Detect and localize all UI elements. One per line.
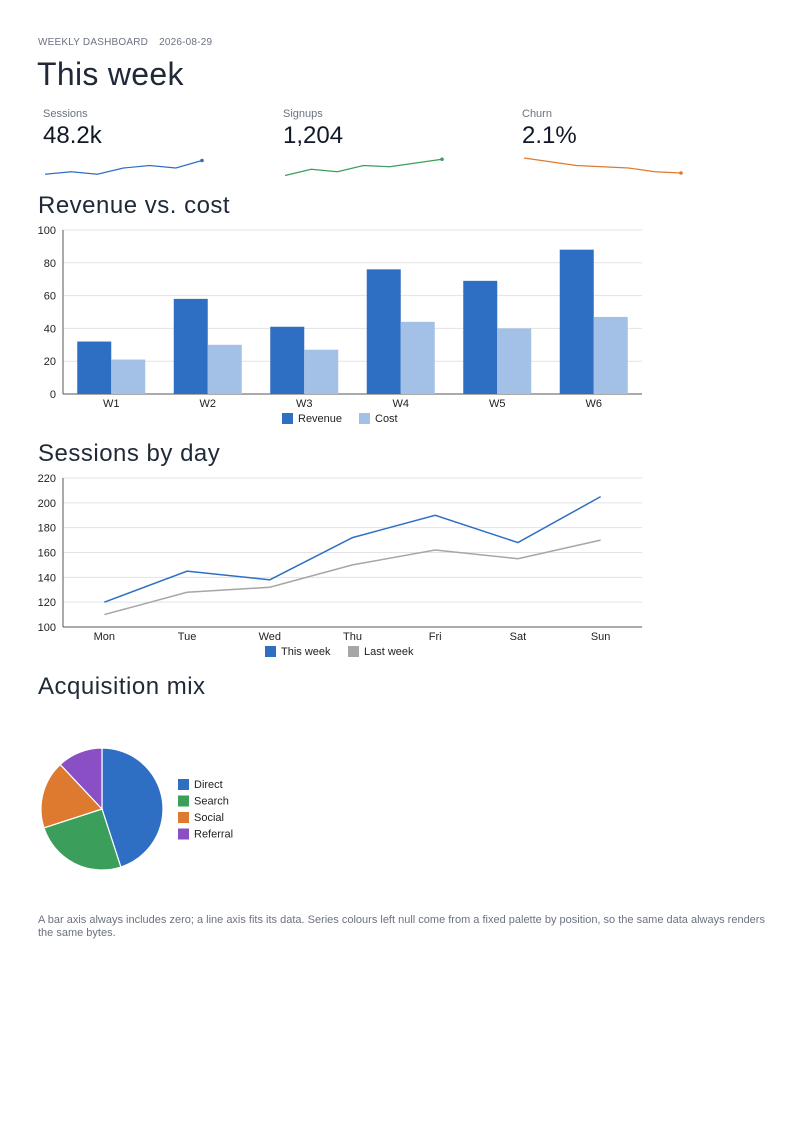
y-tick-label: 160 bbox=[38, 548, 56, 560]
sparkline-endpoint bbox=[679, 171, 683, 175]
legend-swatch bbox=[178, 812, 189, 823]
legend-label: This week bbox=[281, 646, 331, 658]
revenue-cost-bar-chart: 0 20 40 60 80 100 W1 W2 W3 W4 W5 W6 Revenue Cost bbox=[38, 225, 642, 425]
legend-swatch bbox=[178, 795, 189, 807]
kpi-sessions: Sessions 48.2k bbox=[38, 108, 218, 175]
bar-revenue bbox=[77, 341, 112, 394]
y-tick-label: 80 bbox=[44, 258, 56, 270]
legend-label: Direct bbox=[194, 779, 223, 791]
y-tick-label: 220 bbox=[38, 473, 56, 485]
pie-slice-referral bbox=[59, 747, 103, 811]
legend-label: Social bbox=[194, 812, 224, 824]
bar-revenue bbox=[173, 298, 208, 394]
x-tick-label: W3 bbox=[296, 398, 313, 410]
x-tick-label: Wed bbox=[259, 631, 281, 643]
x-tick-label: Tue bbox=[178, 631, 197, 643]
y-tick-label: 40 bbox=[44, 323, 56, 335]
legend-swatch bbox=[178, 779, 189, 790]
pie-slice-social bbox=[40, 763, 104, 829]
y-tick-label: 180 bbox=[38, 523, 56, 535]
bar-revenue bbox=[463, 280, 498, 394]
kpi-label: Churn bbox=[522, 108, 552, 120]
kpi-sparkline bbox=[523, 157, 683, 175]
bar-cost bbox=[400, 321, 435, 394]
eyebrow-label: WEEKLY DASHBOARD bbox=[38, 37, 149, 48]
legend-swatch bbox=[348, 646, 359, 657]
x-tick-label: W5 bbox=[489, 398, 506, 410]
pie-slice-direct bbox=[101, 747, 164, 868]
legend-label: Revenue bbox=[298, 413, 342, 425]
sessions-line-chart: 100 120 140 160 180 200 220 Mon Tue Wed Thu Fri Sat S… bbox=[38, 473, 642, 658]
bar-revenue bbox=[270, 326, 305, 394]
legend-swatch bbox=[178, 828, 189, 840]
eyebrow-date: 2026-08-29 bbox=[159, 37, 213, 48]
kpi-sparkline bbox=[284, 157, 444, 177]
bar-cost bbox=[207, 344, 242, 394]
x-tick-label: Sat bbox=[510, 631, 527, 643]
series-line-last-week bbox=[104, 539, 601, 616]
legend-label: Referral bbox=[194, 829, 233, 841]
kpi-label: Signups bbox=[283, 108, 323, 120]
legend-swatch bbox=[265, 646, 276, 657]
page-title: This week bbox=[37, 56, 184, 92]
x-tick-label: Sun bbox=[591, 631, 611, 643]
kpi-label: Sessions bbox=[43, 108, 88, 120]
sparkline-endpoint bbox=[200, 158, 204, 163]
bar-cost bbox=[111, 359, 146, 394]
legend-label: Last week bbox=[364, 646, 414, 658]
y-tick-label: 0 bbox=[50, 389, 56, 401]
legend-swatch bbox=[282, 413, 293, 424]
kpi-signups: Signups 1,204 bbox=[278, 108, 458, 177]
y-tick-label: 100 bbox=[38, 622, 56, 634]
kpi-sparkline bbox=[44, 158, 204, 175]
kpi-churn: Churn 2.1% bbox=[517, 108, 697, 175]
sparkline-line bbox=[523, 157, 682, 174]
sparkline-line bbox=[44, 159, 203, 175]
acquisition-pie-chart: Direct Search Social Referral bbox=[40, 747, 233, 871]
x-tick-label: Mon bbox=[94, 631, 115, 643]
pie-slice-search bbox=[43, 808, 122, 871]
legend-label: Cost bbox=[375, 413, 398, 425]
bar-revenue bbox=[559, 249, 594, 394]
x-tick-label: W1 bbox=[103, 398, 120, 410]
dashboard-eyebrow: WEEKLY DASHBOARD 2026-08-29 bbox=[38, 37, 212, 48]
kpi-value: 1,204 bbox=[283, 122, 344, 149]
y-tick-label: 200 bbox=[38, 498, 56, 510]
series-line-this-week bbox=[104, 495, 602, 603]
pie-chart-title: Acquisition mix bbox=[38, 673, 206, 700]
y-tick-label: 100 bbox=[38, 225, 56, 237]
bar-chart-title: Revenue vs. cost bbox=[38, 192, 231, 219]
x-tick-label: Thu bbox=[343, 631, 362, 643]
x-tick-label: W2 bbox=[200, 398, 217, 410]
sparkline-endpoint bbox=[440, 157, 444, 162]
legend-swatch bbox=[359, 413, 370, 424]
kpi-value: 48.2k bbox=[43, 122, 102, 149]
bar-cost bbox=[497, 328, 532, 394]
bar-cost bbox=[593, 316, 628, 394]
bar-cost bbox=[304, 349, 339, 394]
footnote: A bar axis always includes zero; a line … bbox=[38, 914, 765, 939]
legend-label: Search bbox=[194, 796, 229, 808]
kpi-value: 2.1% bbox=[522, 122, 577, 149]
y-tick-label: 20 bbox=[44, 356, 56, 368]
x-tick-label: Fri bbox=[429, 631, 442, 643]
sparkline-line bbox=[284, 158, 443, 177]
y-tick-label: 140 bbox=[38, 572, 56, 584]
bar-revenue bbox=[366, 269, 401, 394]
line-chart-title: Sessions by day bbox=[38, 440, 221, 467]
y-tick-label: 120 bbox=[38, 597, 56, 609]
x-tick-label: W4 bbox=[393, 398, 410, 410]
x-tick-label: W6 bbox=[586, 398, 603, 410]
y-tick-label: 60 bbox=[44, 291, 56, 303]
